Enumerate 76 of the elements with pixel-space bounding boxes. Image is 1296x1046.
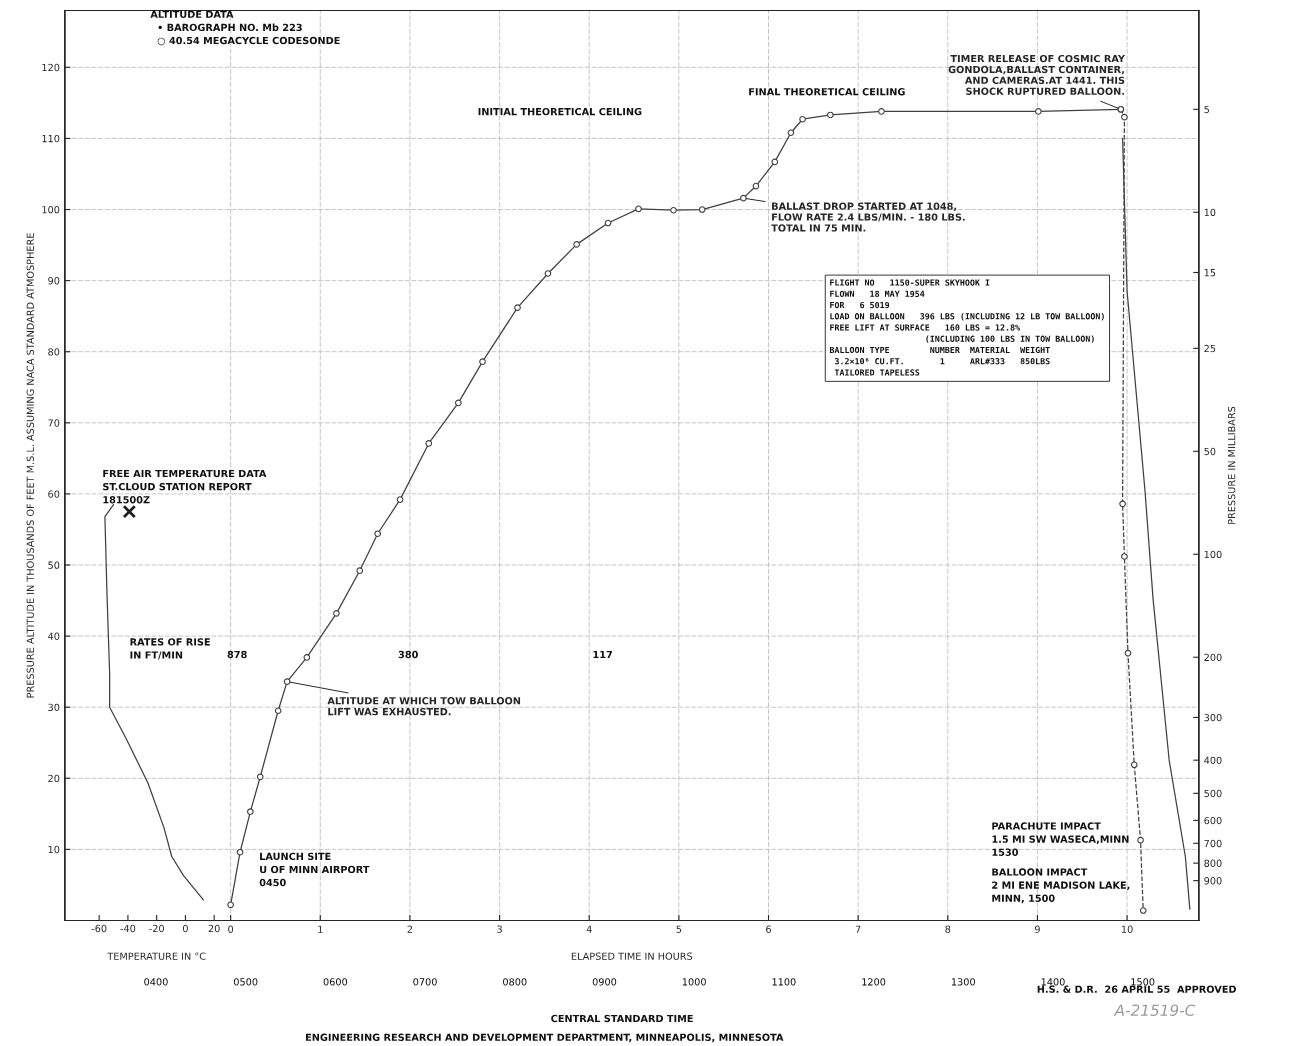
x-tick-label: 5 — [676, 925, 682, 933]
x-tick-label: 2 — [407, 925, 413, 933]
y2-tick-label: 15 — [1204, 269, 1216, 277]
text: 0600 — [323, 978, 348, 986]
y2-tick-label: 900 — [1204, 877, 1222, 885]
y2-tick-label: 100 — [1204, 550, 1222, 559]
annotation: RATES OF RISE IN FT/MIN — [130, 638, 210, 660]
text: 1500 — [1131, 978, 1155, 986]
y-tick-label: 120 — [42, 63, 60, 72]
y2-tick-label: 700 — [1204, 839, 1222, 848]
text: FLIGHT NO 1150-SUPER SKYHOOK I FLOWN 18 MAY 1954 FOR 6 5019 LOAD ON BALLOON 396 LBS (INCLUDING 12 LB TOW BALLOON) FREE LIFT AT SURFACE 160 LBS = 12.8% (INCLUDING 100 LBS IN TOW BALLOON) BALLOON TYPE NUMBER MATERIAL WEIGHT 3.2×10⁶ CU.FT. 1 ARL#333 850LBS TAILORED TAPELESS — [829, 279, 1104, 376]
text: CENTRAL STANDARD TIME — [551, 1014, 693, 1023]
text: A-21519-C — [1113, 1004, 1196, 1016]
x-tick-label: 8 — [945, 925, 951, 933]
y-tick-label: 40 — [48, 632, 60, 640]
text: 0700 — [413, 978, 437, 986]
annotation: INITIAL THEORETICAL CEILING — [478, 107, 642, 116]
y-tick-label: 10 — [48, 845, 60, 854]
annotation: 878 — [227, 650, 247, 659]
text: 0900 — [592, 978, 617, 986]
text: 0500 — [233, 978, 258, 986]
text: 1400 — [1041, 978, 1065, 986]
y-tick-label: 110 — [42, 134, 60, 143]
y2-tick-label: 10 — [1204, 208, 1216, 217]
text: 0400 — [144, 978, 168, 986]
y-tick-label: 20 — [48, 774, 60, 783]
y2-tick-label: 400 — [1204, 756, 1222, 765]
y-tick-label: 60 — [48, 490, 60, 498]
text: 0800 — [503, 978, 527, 986]
annotation: LAUNCH SITE U OF MINN AIRPORT 0450 — [259, 852, 370, 887]
y-tick-label: 80 — [48, 348, 60, 356]
x-tick-label: 3 — [497, 925, 502, 933]
y-tick-label: 50 — [48, 561, 60, 569]
x2-tick-label: -40 — [120, 924, 136, 933]
x-tick-label: 1 — [318, 925, 323, 933]
x2-tick-label: -60 — [91, 924, 107, 933]
annotation: TIMER RELEASE OF COSMIC RAY GONDOLA,BALLAST CONTAINER, AND CAMERAS.AT 1441. THIS SHOCK RUPTURED BALLOON. — [948, 54, 1126, 95]
text: ENGINEERING RESEARCH AND DEVELOPMENT DEPARTMENT, MINNEAPOLIS, MINNESOTA — [306, 1033, 784, 1043]
y2-tick-label: 800 — [1204, 859, 1222, 867]
y2-tick-label: 600 — [1204, 816, 1222, 825]
y2-tick-label: 5 — [1204, 105, 1209, 114]
annotation: 117 — [593, 650, 613, 658]
x-axis-title: ELAPSED TIME IN HOURS — [571, 952, 693, 960]
annotation: BALLAST DROP STARTED AT 1048, FLOW RATE 2.4 LBS/MIN. - 180 LBS. TOTAL IN 75 MIN. — [771, 202, 965, 232]
annotation: PARACHUTE IMPACT 1.5 MI SW WASECA,MINN 1530 — [992, 822, 1129, 856]
y-axis-title: PRESSURE ALTITUDE IN THOUSANDS OF FEET M.S.L. ASSUMING NACA STANDARD ATMOSPHERE — [26, 233, 34, 698]
y2-tick-label: 300 — [1204, 713, 1222, 722]
annotation: FINAL THEORETICAL CEILING — [749, 88, 905, 96]
y-tick-label: 100 — [42, 206, 60, 214]
text: 1000 — [682, 978, 706, 986]
x2-tick-label: 20 — [208, 924, 220, 933]
y2-axis-title: PRESSURE IN MILLIBARS — [1227, 406, 1236, 524]
x-tick-label: 6 — [766, 925, 771, 933]
x-tick-label: 0 — [228, 925, 234, 933]
x-tick-label: 7 — [855, 925, 861, 933]
x2-tick-label: -20 — [149, 924, 164, 933]
x-tick-label: 9 — [1034, 925, 1040, 933]
x2-axis-title: TEMPERATURE IN °C — [107, 952, 206, 960]
text: 1100 — [772, 978, 796, 986]
annotation: 380 — [398, 650, 418, 659]
annotation: FREE AIR TEMPERATURE DATA ST.CLOUD STATION REPORT 181500Z — [103, 469, 267, 504]
y-tick-label: 90 — [48, 277, 60, 285]
y-tick-label: 70 — [48, 419, 60, 427]
text: 1200 — [862, 978, 886, 986]
annotation: ALTITUDE AT WHICH TOW BALLOON LIFT WAS EXHAUSTED. — [327, 697, 521, 716]
y2-tick-label: 200 — [1204, 653, 1222, 662]
text: 1300 — [951, 978, 975, 986]
x-tick-label: 10 — [1121, 925, 1133, 933]
y-tick-label: 30 — [48, 703, 60, 712]
y2-tick-label: 500 — [1204, 789, 1222, 798]
text: H.S. & D.R. 26 APRIL 55 APPROVED — [1037, 985, 1237, 993]
annotation: BALLOON IMPACT 2 MI ENE MADISON LAKE, MINN, 1500 — [992, 868, 1130, 904]
annotation: ALTITUDE DATA • BAROGRAPH NO. Mb 223 ○ 40.54 MEGACYCLE CODESONDE — [150, 10, 340, 46]
x-tick-label: 4 — [586, 925, 592, 933]
y2-tick-label: 50 — [1204, 447, 1216, 456]
y2-tick-label: 25 — [1204, 344, 1216, 353]
